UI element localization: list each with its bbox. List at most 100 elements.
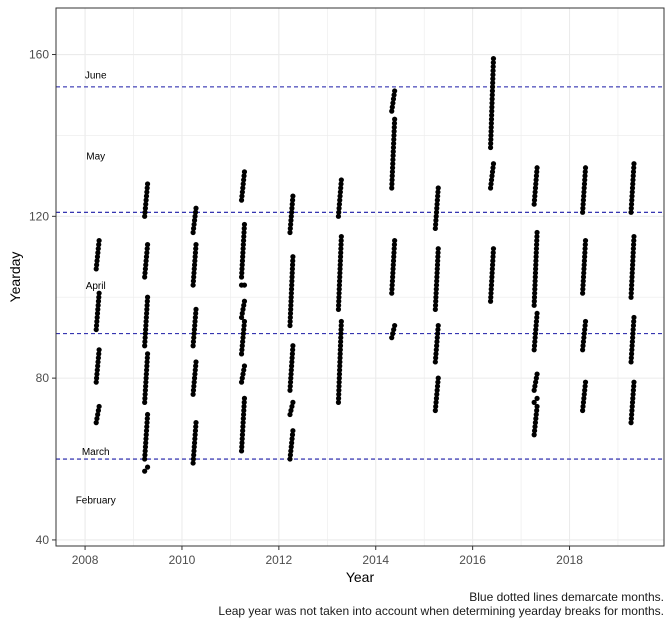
data-point bbox=[630, 387, 636, 393]
data-point bbox=[531, 294, 538, 300]
data-point bbox=[95, 306, 101, 312]
data-point bbox=[489, 266, 495, 272]
data-point bbox=[582, 326, 588, 333]
data-point bbox=[143, 432, 149, 438]
data-point bbox=[190, 339, 197, 345]
data-point bbox=[389, 169, 396, 175]
data-point bbox=[630, 169, 637, 175]
data-point bbox=[288, 367, 294, 373]
data-point bbox=[433, 217, 439, 223]
data-point bbox=[337, 262, 343, 268]
data-point bbox=[392, 237, 398, 244]
data-point bbox=[239, 266, 245, 272]
y-axis-label: Yearday bbox=[7, 252, 23, 303]
data-point bbox=[490, 64, 496, 70]
data-point bbox=[629, 343, 635, 349]
data-point bbox=[532, 185, 539, 191]
panel-border bbox=[55, 7, 665, 547]
data-point bbox=[241, 282, 248, 288]
data-point bbox=[289, 201, 295, 207]
data-point bbox=[94, 310, 101, 317]
data-point bbox=[336, 290, 342, 296]
data-point bbox=[532, 335, 538, 341]
data-point bbox=[630, 242, 637, 248]
data-point bbox=[532, 193, 538, 199]
data-point bbox=[192, 432, 198, 438]
data-point bbox=[336, 302, 342, 308]
data-point bbox=[489, 173, 495, 179]
data-point bbox=[143, 428, 150, 434]
data-point bbox=[628, 355, 634, 361]
data-point bbox=[192, 314, 198, 321]
data-point bbox=[239, 258, 246, 264]
data-point bbox=[628, 415, 634, 422]
data-point bbox=[532, 274, 538, 280]
data-point bbox=[241, 363, 248, 369]
data-point bbox=[193, 420, 199, 426]
data-point bbox=[191, 335, 197, 341]
data-point bbox=[241, 221, 248, 228]
data-point bbox=[338, 233, 344, 240]
data-point bbox=[241, 173, 247, 179]
data-point bbox=[288, 371, 294, 377]
data-point bbox=[489, 278, 495, 284]
data-point bbox=[337, 355, 343, 361]
data-point bbox=[533, 258, 539, 264]
data-point bbox=[143, 367, 150, 373]
data-point bbox=[289, 274, 295, 280]
data-point bbox=[143, 440, 149, 446]
data-point bbox=[629, 197, 635, 203]
data-point bbox=[192, 322, 198, 329]
data-point bbox=[629, 403, 635, 410]
data-point bbox=[240, 339, 246, 345]
data-point bbox=[532, 424, 538, 430]
data-point bbox=[193, 310, 199, 317]
data-point bbox=[95, 298, 102, 304]
data-point bbox=[192, 436, 198, 442]
data-point bbox=[192, 258, 198, 264]
data-point bbox=[335, 306, 342, 312]
data-point bbox=[143, 375, 149, 381]
data-point bbox=[289, 351, 295, 357]
data-point bbox=[434, 270, 440, 276]
data-point bbox=[582, 246, 588, 252]
data-point bbox=[241, 177, 247, 183]
data-point bbox=[144, 298, 150, 304]
data-point bbox=[534, 395, 540, 401]
data-point bbox=[143, 254, 150, 260]
data-point bbox=[240, 306, 246, 312]
data-point bbox=[93, 266, 99, 272]
data-point bbox=[241, 302, 247, 308]
data-point bbox=[143, 314, 149, 321]
data-point bbox=[142, 399, 148, 405]
data-point bbox=[94, 415, 100, 422]
data-point bbox=[241, 399, 247, 405]
data-point bbox=[96, 347, 102, 353]
x-tick-label: 2008 bbox=[72, 553, 99, 567]
data-point bbox=[93, 420, 99, 426]
data-point bbox=[391, 124, 397, 130]
data-point bbox=[629, 411, 635, 418]
data-point bbox=[240, 335, 246, 341]
data-point bbox=[392, 88, 398, 94]
data-point bbox=[241, 298, 248, 304]
data-point bbox=[190, 225, 197, 232]
data-point bbox=[238, 314, 245, 321]
data-point bbox=[580, 278, 586, 284]
data-point bbox=[628, 420, 634, 426]
data-point bbox=[190, 391, 196, 397]
data-point bbox=[191, 331, 197, 337]
data-point bbox=[580, 347, 586, 353]
data-point bbox=[631, 165, 637, 171]
data-point bbox=[490, 55, 497, 62]
data-point bbox=[532, 383, 538, 389]
data-point bbox=[337, 197, 343, 203]
data-point bbox=[489, 100, 495, 106]
data-point bbox=[238, 379, 245, 385]
data-point bbox=[488, 294, 494, 300]
month-label: March bbox=[82, 447, 110, 458]
data-point bbox=[287, 383, 293, 389]
data-point bbox=[533, 250, 539, 256]
data-point bbox=[489, 274, 495, 280]
data-point bbox=[93, 326, 99, 333]
